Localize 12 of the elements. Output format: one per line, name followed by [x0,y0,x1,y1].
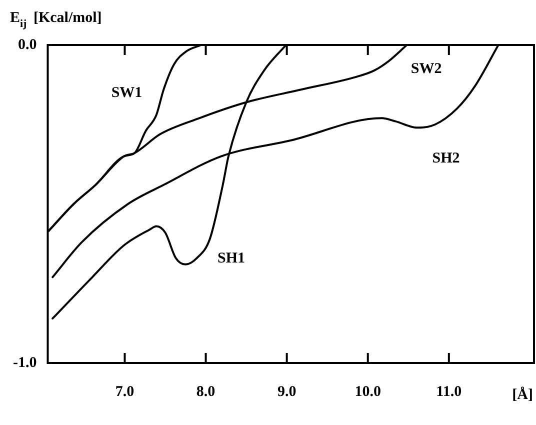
series-label: SW1 [111,84,142,101]
series-label: SH2 [432,150,460,167]
legend-label: SW2 [410,60,442,77]
series-label: SH1 [218,250,246,266]
y-tick-label: -1.0 [12,354,37,371]
y-tick-label: 0.0 [18,36,37,53]
x-axis-title: [Å] [512,386,533,403]
x-tick-label: 9.0 [277,384,296,400]
x-tick-label: 10.0 [354,384,381,400]
x-tick-label: 8.0 [196,384,216,400]
x-tick-label: 11.0 [436,384,462,400]
x-tick-label: 7.0 [115,384,134,400]
